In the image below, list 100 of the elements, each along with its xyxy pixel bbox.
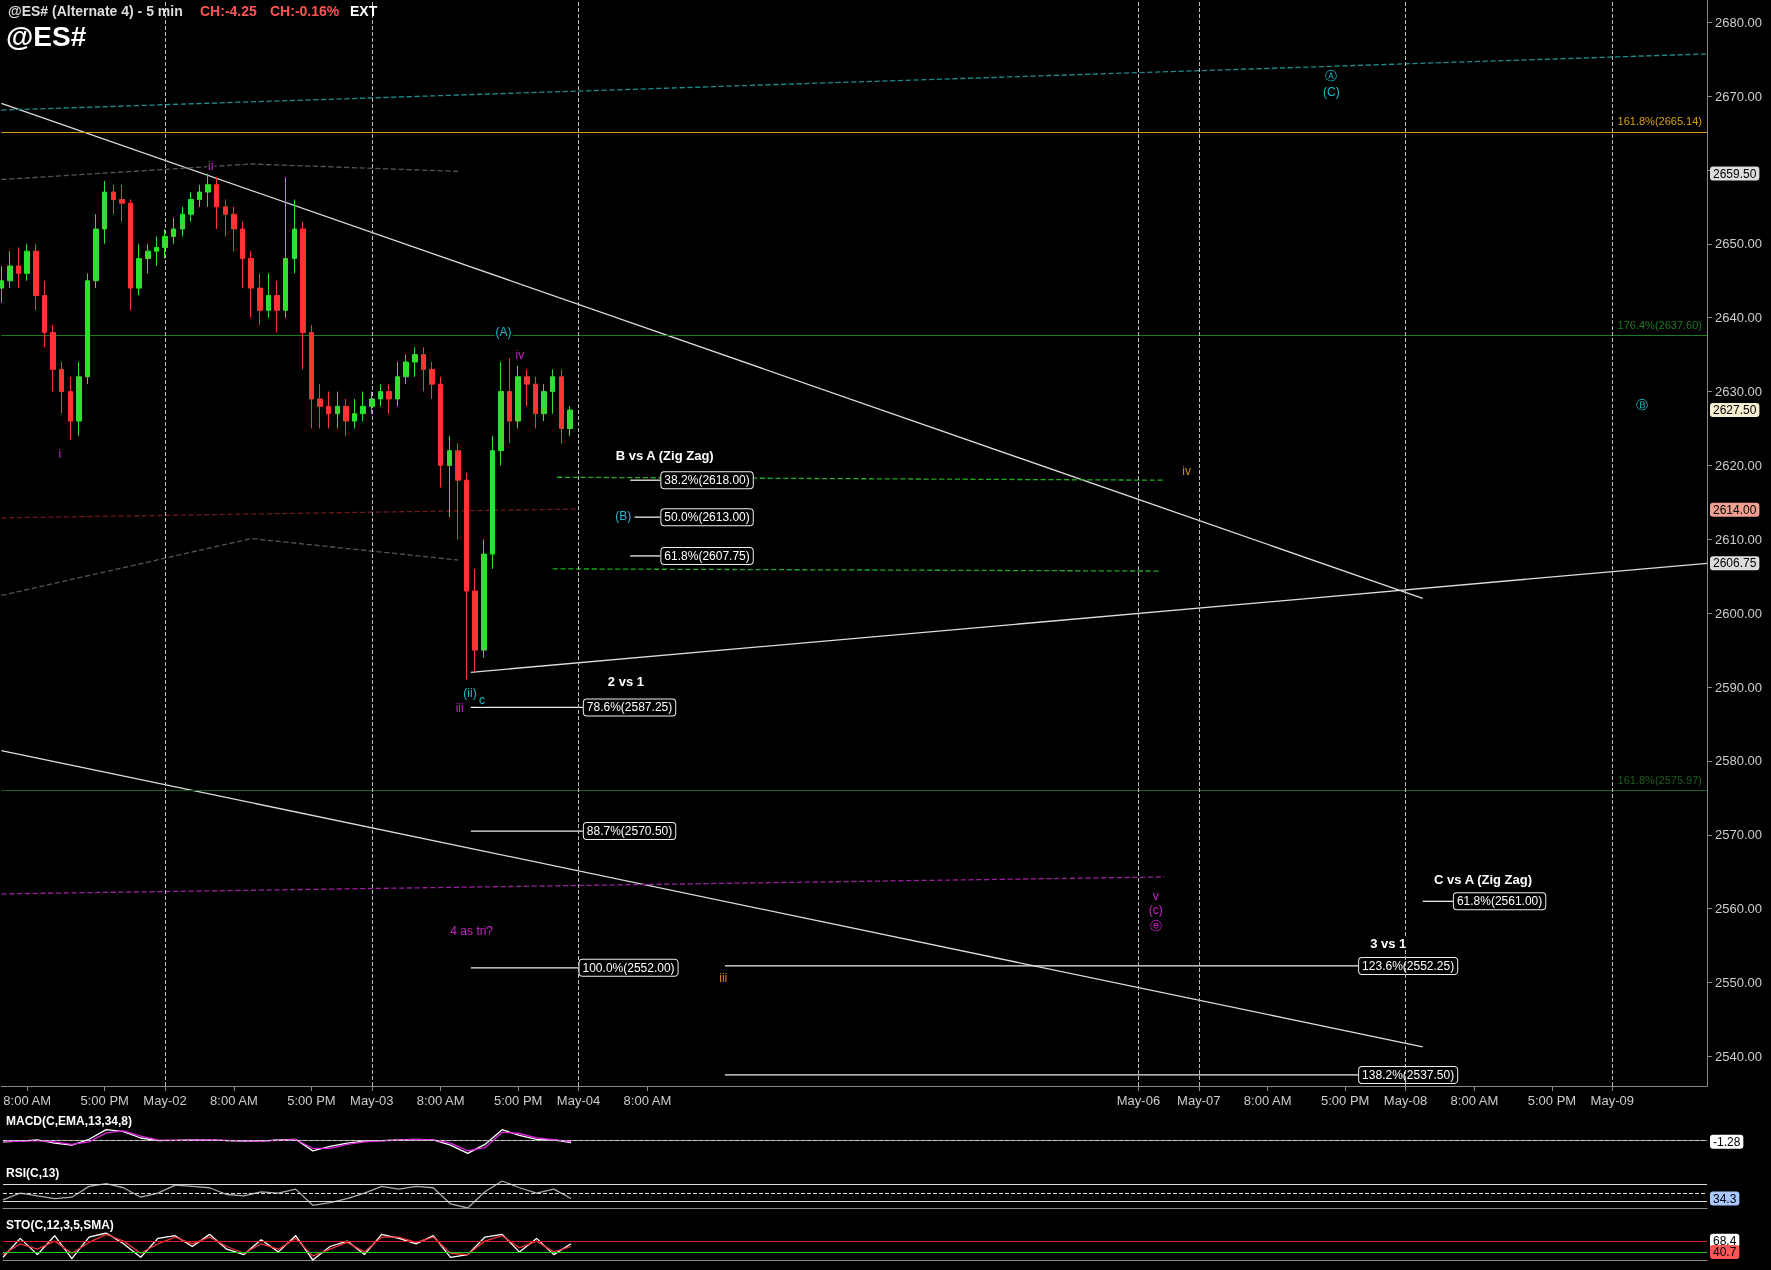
data-label: 38.2%(2618.00): [664, 473, 750, 488]
candlestick: [386, 383, 392, 415]
y-tick-label: 2630.00: [1715, 384, 1762, 400]
y-tick-label: 2580.00: [1715, 753, 1762, 769]
candlestick: [231, 206, 237, 252]
x-tick-label: 8:00 AM: [416, 1093, 465, 1108]
ref-line-label: 161.8%(2575.97): [1617, 774, 1702, 787]
x-tick-label: 5:00 PM: [80, 1093, 129, 1108]
candlestick: [438, 376, 443, 489]
candlestick: [102, 180, 107, 245]
data-label: 50.0%(2613.00): [664, 510, 750, 525]
y-tick-label: 2590.00: [1715, 679, 1762, 695]
text: 2627.50: [1713, 403, 1757, 418]
annotation: (c): [1148, 903, 1163, 918]
candlestick: [248, 250, 254, 319]
candlestick: [154, 235, 159, 267]
candlestick: [429, 361, 435, 400]
annotation: Ⓑ: [1635, 397, 1648, 412]
y-tick-label: 2600.00: [1715, 605, 1762, 621]
candlestick: [490, 435, 495, 570]
candlestick: [292, 198, 297, 274]
x-tick-label: 8:00 AM: [623, 1093, 672, 1108]
annotation: C vs A (Zig Zag): [1434, 871, 1533, 887]
annotation: 4 as tri?: [450, 923, 494, 938]
y-tick-label: 2610.00: [1715, 531, 1762, 547]
annotation: (B): [615, 508, 632, 523]
candlestick: [197, 184, 202, 208]
x-tick-label: 8:00 AM: [1243, 1093, 1292, 1108]
x-tick-label: May-09: [1590, 1093, 1634, 1108]
chart-title: MACD(C,EMA,13,34,8): [6, 1114, 133, 1128]
candlestick: [274, 280, 280, 333]
candlestick: [567, 405, 573, 437]
annotation: iv: [1182, 463, 1192, 478]
annotation: i: [58, 447, 62, 462]
candlestick: [403, 354, 409, 385]
data-label: 123.6%(2552.25): [1362, 958, 1455, 973]
candlestick: [309, 324, 314, 429]
y-tick-label: 2620.00: [1715, 457, 1762, 473]
annotation: B vs A (Zig Zag): [615, 448, 714, 464]
x-tick-label: May-07: [1177, 1093, 1221, 1108]
text: 34.3: [1713, 1191, 1737, 1206]
candlestick: [412, 346, 418, 378]
text: -1.28: [1713, 1134, 1741, 1149]
candlestick: [533, 376, 538, 429]
x-tick-label: 5:00 PM: [287, 1093, 336, 1108]
annotation: iv: [515, 347, 525, 362]
candlestick: [257, 272, 263, 326]
x-tick-label: May-08: [1383, 1093, 1428, 1108]
x-tick-label: May-03: [350, 1093, 394, 1108]
candlestick: [59, 361, 64, 415]
text: 40.7: [1713, 1244, 1737, 1259]
annotation: iii: [719, 971, 728, 986]
y-tick-label: 2550.00: [1715, 975, 1762, 991]
annotation: CH:-0.16%: [270, 3, 340, 19]
candlestick: [395, 361, 400, 407]
candlestick: [205, 173, 211, 208]
candlestick: [214, 176, 219, 230]
candlestick: [266, 272, 271, 319]
candlestick: [524, 368, 530, 407]
candlestick: [447, 435, 452, 518]
y-tick-label: 2670.00: [1715, 88, 1762, 104]
x-tick-label: May-06: [1116, 1093, 1161, 1108]
x-tick-label: 8:00 AM: [1450, 1093, 1499, 1108]
candlestick: [559, 368, 564, 444]
candlestick: [33, 243, 39, 311]
candlestick: [421, 346, 426, 393]
annotation: (A): [495, 325, 512, 340]
data-label: 100.0%(2552.00): [582, 960, 675, 975]
candlestick: [50, 324, 56, 393]
text: 2659.50: [1713, 166, 1757, 181]
x-tick-label: 5:00 PM: [494, 1093, 543, 1108]
candlestick: [550, 368, 555, 415]
data-label: 88.7%(2570.50): [586, 824, 673, 839]
x-tick-label: May-02: [143, 1093, 187, 1108]
annotation: v: [1152, 889, 1159, 904]
x-tick-label: 8:00 AM: [3, 1093, 52, 1108]
text: 2614.00: [1713, 502, 1757, 517]
annotation: (ii): [463, 685, 477, 700]
candlestick: [7, 250, 13, 289]
x-tick-label: 5:00 PM: [1320, 1093, 1370, 1108]
candlestick: [317, 383, 323, 429]
x-tick-label: May-04: [556, 1093, 601, 1108]
y-tick-label: 2650.00: [1715, 236, 1762, 252]
candlestick: [128, 198, 133, 311]
annotation: CH:-4.25: [200, 3, 258, 19]
candlestick: [180, 206, 185, 237]
annotation: ii: [208, 159, 214, 174]
candlestick: [343, 398, 349, 437]
data-label: 78.6%(2587.25): [586, 700, 673, 715]
candlestick: [335, 391, 340, 429]
y-tick-label: 2640.00: [1715, 310, 1762, 326]
x-tick-label: 5:00 PM: [1527, 1093, 1577, 1108]
y-tick-label: 2680.00: [1715, 14, 1762, 30]
candlestick: [498, 361, 504, 466]
candlestick: [111, 184, 116, 215]
candlestick: [352, 398, 357, 429]
candlestick: [300, 221, 306, 370]
candlestick: [541, 383, 547, 422]
candlestick: [455, 442, 461, 540]
annotation: iii: [455, 700, 464, 715]
